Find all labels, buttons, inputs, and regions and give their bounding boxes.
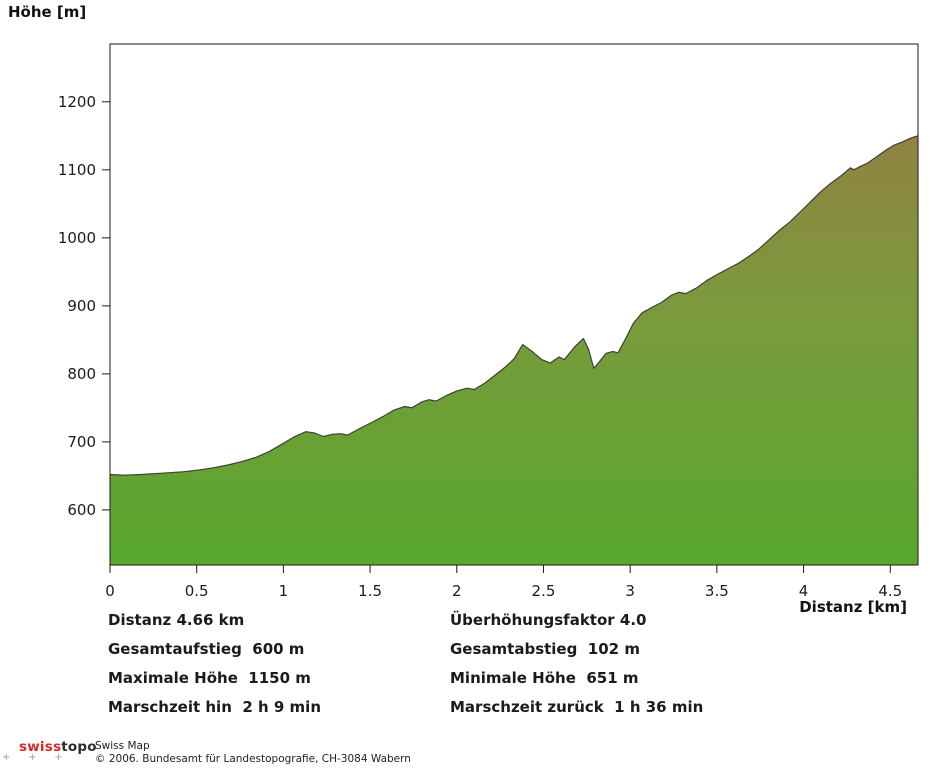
stat-marschzeit-hin: Marschzeit hin 2 h 9 min	[108, 698, 321, 716]
y-tick-label: 700	[67, 433, 96, 451]
stat-marschzeit-zurueck: Marschzeit zurück 1 h 36 min	[450, 698, 704, 716]
stat-maximale-hoehe: Maximale Höhe 1150 m	[108, 669, 311, 687]
x-tick-label: 1.5	[358, 582, 382, 600]
x-tick-label: 3.5	[705, 582, 729, 600]
plot-border	[109, 43, 919, 566]
x-tick-label: 2.5	[532, 582, 556, 600]
swisstopo-logo: swisstopo	[19, 739, 97, 755]
y-tick-label: 1000	[58, 229, 96, 247]
swisstopo-logo-topo: topo	[61, 739, 97, 755]
y-tick-label: 1200	[58, 93, 96, 111]
footer: swisstopo + + + Swiss Map © 2006. Bundes…	[0, 736, 950, 778]
x-tick-label: 0.5	[185, 582, 209, 600]
chart-title: Höhe [m]	[8, 3, 87, 21]
terrain-surface-line	[109, 135, 919, 476]
footer-copyright: © 2006. Bundesamt für Landestopografie, …	[95, 753, 411, 765]
x-axis-title: Distanz [km]	[799, 598, 907, 616]
stat-ueberhoehungsfaktor: Überhöhungsfaktor 4.0	[450, 611, 647, 629]
stat-distanz: Distanz 4.66 km	[108, 611, 245, 629]
stat-gesamtaufstieg: Gesamtaufstieg 600 m	[108, 640, 305, 658]
x-tick-label: 0	[105, 582, 115, 600]
y-tick-label: 900	[67, 297, 96, 315]
stat-minimale-hoehe: Minimale Höhe 651 m	[450, 669, 639, 687]
swisstopo-plus-marks-icon: + + +	[2, 752, 64, 763]
terrain-area-fill	[110, 135, 918, 566]
y-tick-label: 600	[67, 501, 96, 519]
x-tick-label: 1	[279, 582, 289, 600]
footer-product-name: Swiss Map	[95, 740, 150, 752]
elevation-profile-chart: 600 700 800 900 1000 1100 1200 0 0.5 1 1.5 2 2.5 3 3.5…	[58, 43, 919, 600]
y-tick-label: 800	[67, 365, 96, 383]
x-tick-label: 2	[452, 582, 462, 600]
stat-gesamtabstieg: Gesamtabstieg 102 m	[450, 640, 640, 658]
x-tick-label: 3	[625, 582, 635, 600]
swisstopo-logo-swiss: swiss	[19, 739, 62, 755]
x-tick-label: 4	[799, 582, 809, 600]
x-tick-label: 4.5	[878, 582, 902, 600]
y-tick-label: 1100	[58, 161, 96, 179]
